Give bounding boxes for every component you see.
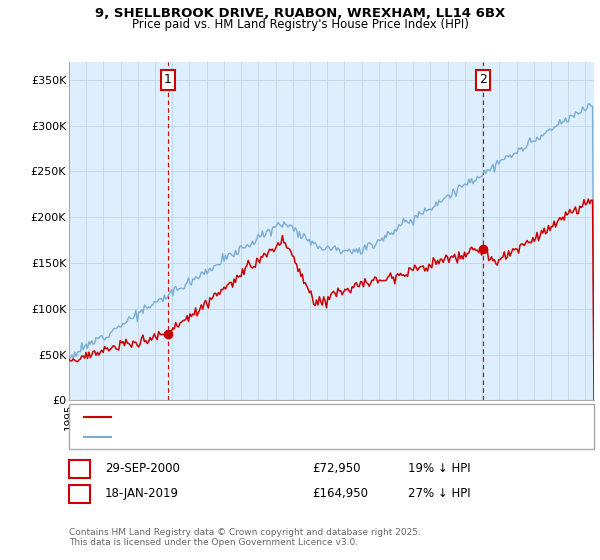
Text: Price paid vs. HM Land Registry's House Price Index (HPI): Price paid vs. HM Land Registry's House … [131,18,469,31]
Text: 1: 1 [164,73,172,86]
Text: 2: 2 [76,487,83,501]
Text: 18-JAN-2019: 18-JAN-2019 [105,487,179,501]
Text: 27% ↓ HPI: 27% ↓ HPI [408,487,470,501]
Text: £164,950: £164,950 [312,487,368,501]
Text: 9, SHELLBROOK DRIVE, RUABON, WREXHAM, LL14 6BX (detached house): 9, SHELLBROOK DRIVE, RUABON, WREXHAM, LL… [117,412,498,422]
Text: HPI: Average price, detached house, Wrexham: HPI: Average price, detached house, Wrex… [117,432,359,442]
Text: 2: 2 [479,73,487,86]
Text: Contains HM Land Registry data © Crown copyright and database right 2025.
This d: Contains HM Land Registry data © Crown c… [69,528,421,547]
Text: 19% ↓ HPI: 19% ↓ HPI [408,462,470,475]
Text: 9, SHELLBROOK DRIVE, RUABON, WREXHAM, LL14 6BX: 9, SHELLBROOK DRIVE, RUABON, WREXHAM, LL… [95,7,505,20]
Text: 1: 1 [76,462,83,475]
Text: 29-SEP-2000: 29-SEP-2000 [105,462,180,475]
Text: £72,950: £72,950 [312,462,361,475]
